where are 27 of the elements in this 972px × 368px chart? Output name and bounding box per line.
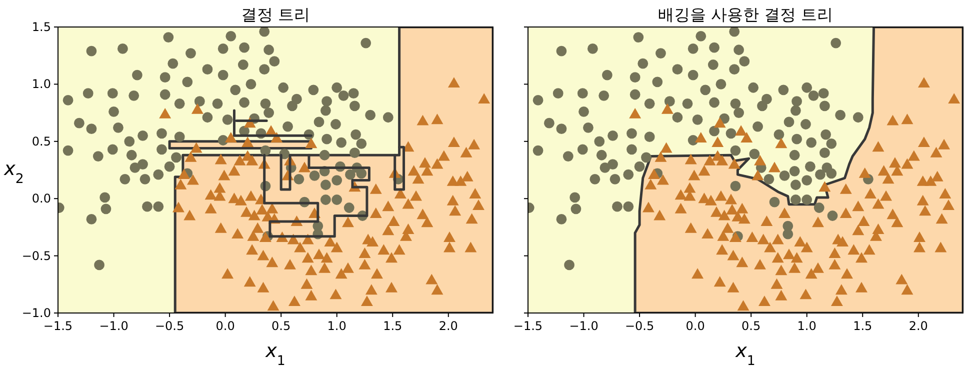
- x-tick-label: 1.0: [797, 319, 816, 333]
- y-tick-label: 0.5: [32, 134, 51, 148]
- x-tick-label: −0.5: [154, 319, 184, 333]
- y-tick-label: 1.0: [32, 77, 51, 92]
- y-tick-label: 1.5: [32, 20, 51, 34]
- x-tick-label: 0.0: [686, 319, 705, 333]
- x-tick-label: −1.0: [569, 319, 598, 333]
- x-tick-label: 0.5: [742, 319, 761, 333]
- x-tick-label: −0.5: [624, 319, 654, 333]
- x-tick-label: 1.5: [853, 319, 872, 333]
- x-axis-title: x$_{1}$: [734, 340, 756, 368]
- y-tick-label: −1.0: [22, 306, 51, 320]
- x-axis-title: x$_{1}$: [264, 340, 286, 368]
- x-tick-label: 2.0: [438, 319, 458, 333]
- y-tick-label: −0.5: [22, 248, 51, 263]
- y-tick-label: 0.0: [32, 192, 51, 206]
- chart-title: 결정 트리: [240, 5, 310, 24]
- x-tick-label: 0.0: [216, 319, 235, 333]
- x-tick-label: 1.0: [327, 319, 346, 333]
- x-tick-label: 1.5: [383, 319, 402, 333]
- x-tick-label: −1.5: [513, 319, 543, 333]
- x-tick-label: −1.0: [99, 319, 128, 333]
- x-tick-label: −1.5: [43, 319, 73, 333]
- y-axis-title: x$_{2}$: [3, 158, 24, 186]
- chart-title: 배깅을 사용한 결정 트리: [658, 5, 834, 24]
- x-tick-label: 2.0: [908, 319, 928, 333]
- x-tick-label: 0.5: [272, 319, 291, 333]
